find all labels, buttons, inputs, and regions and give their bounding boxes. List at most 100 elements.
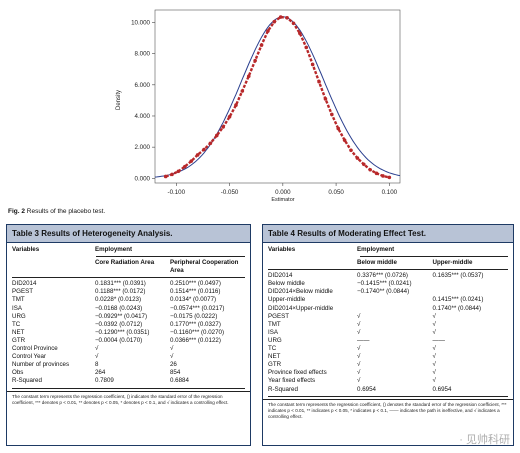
table4-row: TMT √ √ [268, 321, 508, 329]
kernel-density-point [349, 148, 353, 153]
table4-group-header: Employment [357, 246, 395, 253]
table4-cell: NET [268, 353, 281, 361]
y-tick-label: 8.000 [135, 51, 151, 58]
table4-cell: 0.3376*** (0.0726) [357, 272, 408, 280]
table4-row: NET √ √ [268, 353, 508, 361]
table3-cell: Control Year [12, 353, 47, 361]
table4-row: Province fixed effects √ √ [268, 369, 508, 377]
table3-row: TC −0.0392 (0.0712) 0.1770*** (0.0327) [12, 321, 245, 329]
table3-group-header-row: Variables Employment [12, 246, 245, 254]
table4-cell: √ [432, 320, 436, 328]
table4-cell: √ [432, 345, 436, 353]
x-axis-label: Estimator [271, 197, 294, 203]
table4-note: The constant term represents the regress… [263, 398, 513, 423]
table4-cell: TC [268, 345, 277, 353]
kernel-density-point [266, 29, 270, 33]
table4-rows: DID2014 0.3376*** (0.0726) 0.1635*** (0.05… [268, 272, 508, 397]
table3-cell: PGEST [12, 288, 33, 296]
y-axis-label: Density [116, 90, 122, 110]
table4-cell: 0.1740** (0.0844) [432, 304, 482, 312]
table3-cell: −0.0168 (0.0243) [94, 304, 143, 312]
table3-row: URG −0.0929** (0.0417) −0.0175 (0.0222) [12, 313, 245, 321]
table4-cell: −0.1740** (0.0844) [357, 288, 410, 296]
table4-cell: √ [357, 320, 361, 328]
x-tick-label: -0.100 [168, 189, 186, 196]
table3-cell: R-Squared [12, 377, 42, 385]
kernel-density-point [330, 112, 334, 117]
table3-cell: −0.0004 (0.0170) [94, 336, 143, 344]
table3-note: The constant term represents the regress… [7, 390, 250, 409]
table4-cell: √ [432, 328, 436, 336]
kernel-density-point [272, 19, 277, 24]
table4-cell: √ [357, 377, 361, 385]
table3-header-col2: Peripheral Cooperation Area [169, 259, 239, 275]
table3-group-header: Employment [94, 246, 133, 253]
table4-header-variables: Variables [268, 246, 296, 253]
table3-cell: NET [12, 328, 25, 336]
table4-cell: 0.6954 [432, 385, 452, 393]
x-tick-label: 0.050 [328, 189, 344, 196]
table3-cell: −0.0392 (0.0712) [94, 320, 143, 328]
table3-cell: ISA [12, 304, 22, 312]
table4-cell: √ [357, 369, 361, 377]
table4-cell: —— [357, 336, 370, 344]
table4-cell: −0.1415*** (0.0241) [357, 280, 412, 288]
table4-cell: √ [357, 361, 361, 369]
table3-cell: 0.0134* (0.0077) [169, 296, 217, 304]
kernel-density-point [202, 147, 206, 152]
table3-cell: Control Province [12, 345, 58, 353]
table4-header-col2: Upper-middle [432, 259, 473, 267]
kernel-density-line [165, 15, 390, 179]
y-tick-label: 10.000 [131, 19, 150, 26]
table3-row: Number of provinces 8 26 [12, 361, 245, 369]
kernel-density-point [342, 138, 347, 142]
table4-cell: √ [432, 312, 436, 320]
table3-cell: DID2014 [12, 280, 37, 288]
kernel-density-point [304, 45, 309, 50]
table4-cell: 0.1415*** (0.0241) [432, 296, 484, 304]
kernel-density-point [298, 31, 302, 36]
table3-cell: 26 [169, 361, 177, 369]
table3-cell: URG [12, 312, 26, 320]
placebo-density-figure: Density Estimator 0.000 2.000 4.000 6.000 8.… [0, 0, 520, 205]
table3-row: DID2014 0.1831*** (0.0391) 0.2510*** (0.04… [12, 280, 245, 288]
table-moderating-effect: Table 4 Results of Moderating Effect Tes… [262, 224, 514, 446]
table3-cell: −0.1290*** (0.0351) [94, 328, 150, 336]
table4-row: Year fixed effects √ √ [268, 377, 508, 385]
table4-cell: R-Squared [268, 385, 298, 393]
y-tick-label: 6.000 [135, 82, 151, 89]
density-plot: Density Estimator 0.000 2.000 4.000 6.000 8.… [116, 9, 401, 203]
kernel-density-point [163, 174, 168, 179]
table3-column-header-row: Core Radiation Area Peripheral Cooperati… [12, 259, 245, 275]
kernel-density-point [278, 15, 283, 19]
table3-row: Obs 264 854 [12, 369, 245, 377]
kernel-density-point [259, 43, 264, 47]
table4-cell: √ [432, 377, 436, 385]
figure-caption: Fig. 2 Results of the placebo test. [8, 208, 105, 215]
table4-group-header-row: Variables Employment [268, 246, 508, 254]
kernel-density-point [323, 97, 328, 101]
kernel-density-point [285, 15, 289, 20]
x-tick-label: 0.100 [382, 189, 398, 196]
kernel-density-point [170, 172, 174, 177]
table4-cell: Upper-middle [268, 296, 306, 304]
table3-cell: TMT [12, 296, 25, 304]
table4-cell: DID2014×Below middle [268, 288, 333, 296]
table3-cell: TC [12, 320, 21, 328]
table3-cell: √ [94, 345, 99, 353]
table4-cell: Province fixed effects [268, 369, 327, 377]
table4-header-col1: Below middle [357, 259, 397, 267]
table3-cell: 0.1770*** (0.0327) [169, 320, 221, 328]
kernel-density-point [355, 156, 360, 160]
table4-cell: √ [357, 312, 361, 320]
table4-cell: √ [357, 353, 361, 361]
table4-row: GTR √ √ [268, 361, 508, 369]
table3-row: GTR −0.0004 (0.0170) 0.0366*** (0.0122) [12, 337, 245, 345]
table3-title: Table 3 Results of Heterogeneity Analysi… [7, 225, 250, 243]
table4-cell: DID2014×Upper-middle [268, 304, 334, 312]
kernel-density-point [310, 62, 315, 67]
table3-row: NET −0.1290*** (0.0351) −0.1160*** (0.0270… [12, 329, 245, 337]
table4-row: URG —— —— [268, 337, 508, 345]
kernel-density-point [195, 153, 200, 157]
table4-row: PGEST √ √ [268, 313, 508, 321]
